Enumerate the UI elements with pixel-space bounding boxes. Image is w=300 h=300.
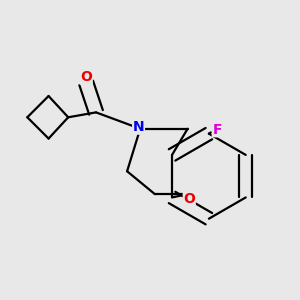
Text: N: N: [133, 120, 144, 134]
Text: O: O: [183, 192, 195, 206]
Text: F: F: [212, 123, 222, 137]
Text: O: O: [80, 70, 92, 84]
